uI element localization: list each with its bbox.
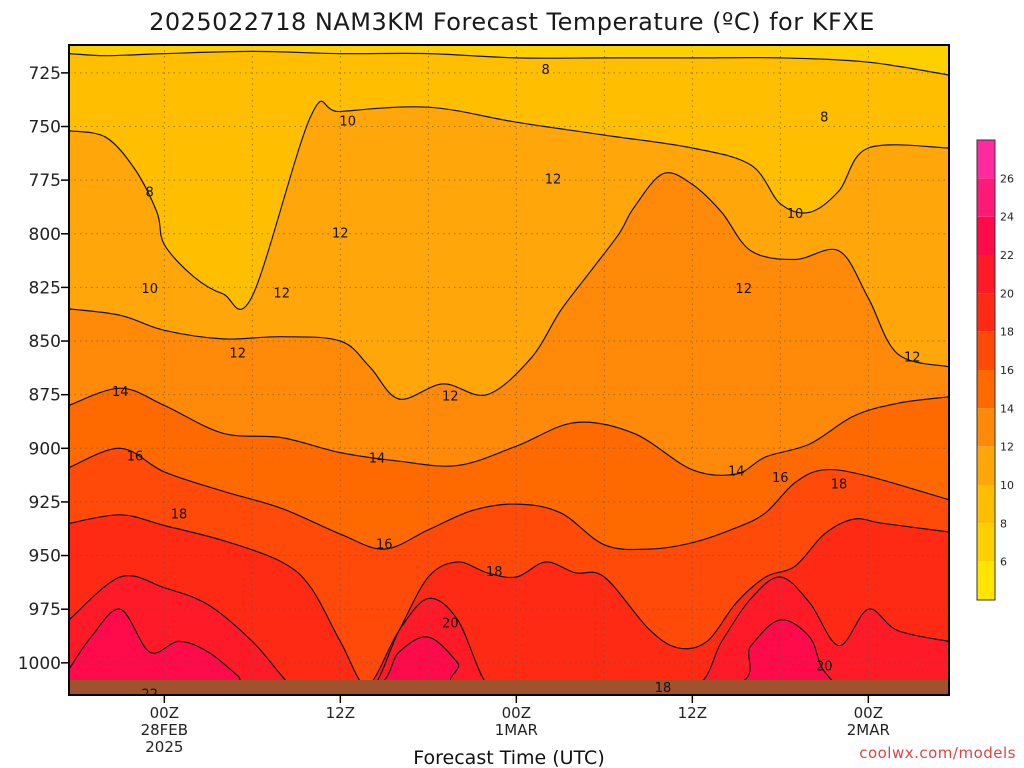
colorbar-swatch-22 — [977, 216, 995, 255]
colorbar-swatch-16 — [977, 331, 995, 370]
colorbar-swatch-4 — [977, 561, 995, 600]
credit-text: coolwx.com/models — [859, 744, 1016, 762]
contour-labels: 8 8 8 10 10 10 12 12 12 12 12 12 12 14 14 14 16 16 16 18 18 1… — [112, 63, 921, 703]
x-tick-label-0-1: 28FEB — [141, 721, 188, 739]
x-tick-label-36-0: 12Z — [678, 704, 707, 722]
contour-20 — [69, 575, 949, 693]
y-tick-label-825: 825 — [29, 278, 61, 298]
contour-10 — [69, 100, 949, 310]
plot-area: 8 8 8 10 10 10 12 12 12 12 12 12 12 14 14 14 16 16 16 18 18 1… — [69, 45, 949, 703]
colorbar-swatch-24 — [977, 178, 995, 217]
x-tick-label-24-1: 1MAR — [495, 721, 538, 739]
x-tick-label-24-0: 00Z — [502, 704, 531, 722]
y-tick-label-975: 975 — [29, 600, 61, 620]
colorbar-swatch-18 — [977, 293, 995, 332]
colorbar-swatch-20 — [977, 255, 995, 294]
contour-label-5: 10 — [141, 282, 158, 297]
colorbar-label-6: 6 — [1000, 556, 1007, 569]
x-tick-label-0-0: 00Z — [150, 704, 179, 722]
contour-label-19: 18 — [171, 507, 188, 522]
x-tick-label-12-0: 12Z — [326, 704, 355, 722]
y-tick-label-725: 725 — [29, 64, 61, 84]
colorbar-swatch-12 — [977, 408, 995, 447]
y-tick-label-750: 750 — [29, 118, 61, 138]
chart-title: 2025022718 NAM3KM Forecast Temperature (… — [149, 8, 875, 36]
contour-label-2: 8 — [146, 186, 154, 201]
colorbar-swatch-14 — [977, 370, 995, 409]
colorbar: 6 8 10 12 14 16 18 20 22 24 26 — [976, 139, 1014, 601]
contour-label-23: 20 — [816, 660, 833, 675]
contour-8 — [69, 50, 949, 76]
contour-label-24: 18 — [655, 681, 672, 696]
contour-label-9: 12 — [735, 282, 752, 297]
contour-label-4: 10 — [787, 207, 804, 222]
colorbar-label-12: 12 — [1000, 441, 1014, 454]
contour-22 — [69, 608, 949, 694]
colorbar-label-20: 20 — [1000, 287, 1014, 300]
colorbar-label-22: 22 — [1000, 249, 1014, 262]
contour-label-18: 16 — [376, 537, 393, 552]
y-tick-label-1000: 1000 — [18, 654, 61, 674]
x-tick-label-0-2: 2025 — [145, 738, 183, 756]
contour-label-21: 18 — [486, 565, 503, 580]
contour-label-8: 12 — [273, 286, 290, 301]
y-tick-label-900: 900 — [29, 439, 61, 459]
y-tick-label-850: 850 — [29, 332, 61, 352]
contour-label-3: 10 — [339, 115, 356, 130]
colorbar-label-14: 14 — [1000, 402, 1014, 415]
contour-label-14: 14 — [369, 452, 386, 467]
surface-band — [69, 680, 949, 695]
colorbar-label-8: 8 — [1000, 517, 1007, 530]
colorbar-label-18: 18 — [1000, 326, 1014, 339]
colorbar-label-26: 26 — [1000, 172, 1014, 185]
y-axis: 725 750 775 800 825 850 875 900 925 950 975 1000 — [18, 64, 69, 674]
contour-label-13: 14 — [112, 385, 129, 400]
y-tick-label-875: 875 — [29, 386, 61, 406]
contour-16 — [69, 447, 949, 551]
contour-lines — [69, 50, 949, 694]
y-tick-label-775: 775 — [29, 171, 61, 191]
contour-label-15: 14 — [728, 464, 745, 479]
contour-label-22: 20 — [442, 617, 459, 632]
colorbar-swatch-26 — [977, 140, 995, 179]
y-tick-label-950: 950 — [29, 547, 61, 567]
temperature-fills — [69, 45, 949, 695]
contour-14 — [69, 387, 949, 477]
contour-label-11: 12 — [904, 351, 921, 366]
contour-12 — [69, 172, 949, 400]
contour-label-16: 16 — [127, 449, 144, 464]
y-tick-label-800: 800 — [29, 225, 61, 245]
contour-label-7: 12 — [332, 226, 349, 241]
contour-label-6: 12 — [545, 173, 562, 188]
colorbar-label-16: 16 — [1000, 364, 1014, 377]
fill-band-above-20 — [69, 575, 949, 695]
grid-lines — [69, 45, 949, 695]
colorbar-frame — [976, 139, 996, 601]
contour-label-0: 8 — [542, 63, 550, 78]
colorbar-swatch-6 — [977, 523, 995, 562]
contour-18 — [69, 514, 949, 690]
contour-label-17: 16 — [772, 471, 789, 486]
contour-label-10: 12 — [229, 346, 246, 361]
contour-label-25: 22 — [141, 688, 158, 703]
x-tick-label-48-0: 00Z — [854, 704, 883, 722]
contour-label-1: 8 — [820, 110, 828, 125]
x-tick-label-48-1: 2MAR — [847, 721, 890, 739]
contour-label-12: 12 — [442, 389, 459, 404]
colorbar-swatch-8 — [977, 485, 995, 524]
y-tick-label-925: 925 — [29, 493, 61, 513]
colorbar-swatch-10 — [977, 446, 995, 485]
colorbar-label-10: 10 — [1000, 479, 1014, 492]
contour-label-20: 18 — [831, 477, 848, 492]
plot-frame — [68, 44, 950, 696]
colorbar-label-24: 24 — [1000, 211, 1014, 224]
x-axis-label: Forecast Time (UTC) — [413, 747, 604, 768]
